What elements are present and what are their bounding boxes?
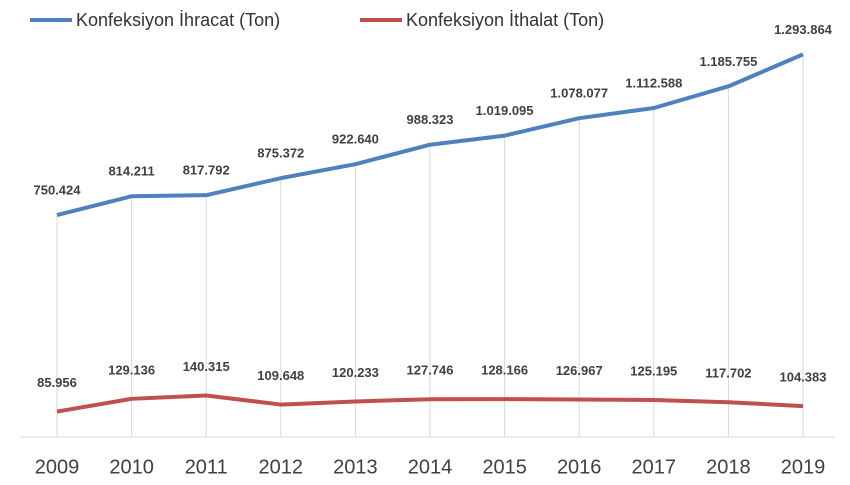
series-line: [56, 52, 804, 218]
x-tick-label: 2016: [557, 456, 602, 478]
data-label: 922.640: [332, 132, 379, 147]
legend-label: Konfeksiyon İhracat (Ton): [76, 10, 280, 30]
data-label: 120.233: [332, 365, 379, 380]
data-label: 1.078.077: [550, 86, 608, 101]
data-label: 109.648: [257, 368, 304, 383]
x-tick-label: 2015: [482, 456, 527, 478]
data-label: 750.424: [34, 183, 82, 198]
data-label: 125.195: [630, 363, 677, 378]
x-tick-label: 2013: [333, 456, 378, 478]
data-label: 128.166: [481, 363, 528, 378]
data-label: 127.746: [407, 363, 454, 378]
data-label: 104.383: [780, 370, 827, 385]
x-tick-label: 2012: [259, 456, 304, 478]
x-tick-label: 2014: [408, 456, 453, 478]
data-label: 126.967: [556, 363, 603, 378]
data-label: 875.372: [257, 146, 304, 161]
data-label: 1.112.588: [625, 75, 682, 90]
data-label: 140.315: [183, 359, 230, 374]
x-tick-label: 2009: [35, 456, 80, 478]
data-label: 1.019.095: [476, 103, 534, 118]
x-tick-label: 2017: [632, 456, 677, 478]
x-tick-label: 2010: [109, 456, 154, 478]
series-line: [56, 393, 804, 414]
data-label: 1.293.864: [774, 22, 833, 37]
data-label: 814.211: [108, 164, 154, 179]
data-label: 1.185.755: [699, 54, 757, 69]
x-tick-label: 2011: [185, 456, 228, 478]
data-label: 129.136: [108, 362, 155, 377]
x-tick-label: 2019: [781, 456, 826, 478]
x-tick-label: 2018: [706, 456, 751, 478]
legend-label: Konfeksiyon İthalat (Ton): [406, 10, 604, 30]
data-label: 117.702: [705, 366, 751, 381]
data-label: 85.956: [37, 375, 77, 390]
data-label: 817.792: [183, 163, 230, 178]
data-label: 988.323: [407, 112, 454, 127]
